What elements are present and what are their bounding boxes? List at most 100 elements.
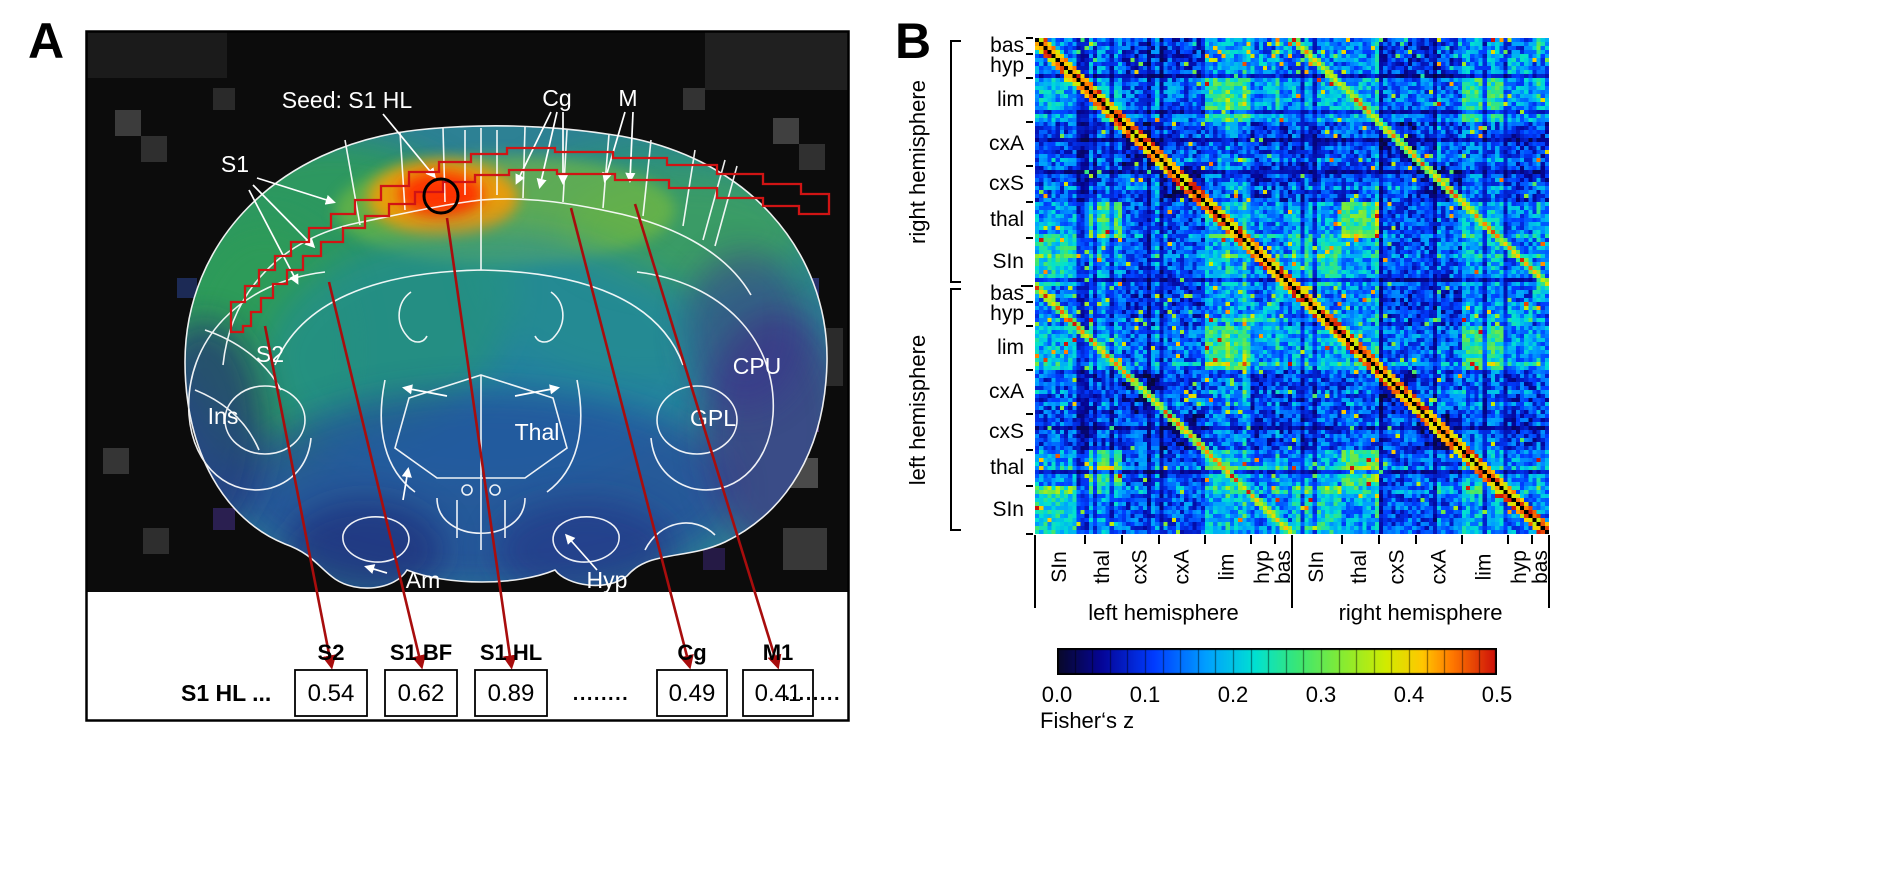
x-axis-tick	[1083, 535, 1086, 544]
hemisphere-bracket-tick	[950, 281, 961, 283]
matrix-col-group-label: cxA	[1427, 549, 1451, 585]
table-header: S1 HL	[480, 640, 542, 665]
table-ellipsis: ........	[573, 683, 629, 705]
matrix-col-group-label: cxS	[1128, 549, 1152, 585]
matrix-row-group-label: cxA	[988, 380, 1024, 403]
matrix-row-group-label: thal	[990, 456, 1024, 479]
table-value: 0.41	[755, 680, 802, 707]
y-axis-tick	[1026, 301, 1033, 303]
y-axis-tick	[1021, 285, 1033, 287]
table-cell-box	[742, 669, 814, 717]
row-hemisphere-label-text: right hemisphere	[905, 80, 930, 244]
row-hemisphere-label-text: left hemisphere	[905, 334, 931, 486]
region-labels: Seed: S1 HL Cg M S1 S2 Ins CPU GPL Thal …	[208, 85, 782, 593]
label-hyp: Hyp	[587, 567, 628, 593]
matrix-col-group-label: thal	[1091, 550, 1115, 584]
panel-b-letter: B	[895, 13, 932, 69]
colorbar-tick-label: 0.3	[1305, 682, 1337, 707]
hemisphere-separator-bar	[1291, 536, 1293, 608]
table-header: M1	[763, 640, 794, 665]
x-axis-tick	[1460, 535, 1463, 544]
label-am: Am	[406, 567, 441, 593]
hemisphere-separator-bar	[1548, 536, 1550, 608]
table-header: S2	[318, 640, 345, 665]
thal-arrow	[514, 384, 561, 397]
table-cell-box	[294, 669, 368, 717]
colorbar-tick-label: 0.1	[1129, 682, 1161, 707]
matrix-row-group-label: cxS	[988, 172, 1024, 195]
hyp-arrow	[564, 533, 598, 571]
matrix-col-group-label: thal	[1348, 550, 1372, 584]
seed-circle	[422, 177, 460, 215]
x-axis-tick	[1274, 535, 1277, 544]
table-header: S1 BF	[390, 640, 452, 665]
matrix-col-group-label-wrap: cxS	[1129, 538, 1153, 596]
matrix-row-group-label: hyp	[990, 302, 1024, 325]
s1-arrow	[248, 189, 299, 285]
x-axis-tick	[1340, 535, 1343, 544]
hemisphere-bracket-tick	[950, 288, 961, 290]
hemisphere-separator-bar	[1034, 536, 1036, 608]
matrix-col-group-label: lim	[1215, 553, 1239, 581]
label-thal: Thal	[515, 419, 560, 445]
label-m: M	[618, 85, 637, 111]
table-header: Cg	[677, 640, 706, 665]
x-axis-tick	[1531, 535, 1534, 544]
annotation-arrows	[248, 111, 636, 574]
matrix-row-group-label: lim	[997, 336, 1024, 359]
panel-a-border	[85, 30, 850, 722]
colorbar-tick-label: 0.0	[1041, 682, 1073, 707]
col-hemisphere-label: left hemisphere	[1088, 600, 1239, 625]
am-arrow	[364, 564, 388, 574]
x-axis-tick	[1158, 535, 1161, 544]
matrix-col-group-label-wrap: cxA	[1427, 538, 1451, 596]
matrix-col-group-label-wrap: lim	[1473, 538, 1497, 596]
y-axis-tick	[1026, 121, 1033, 123]
matrix-col-group-label-wrap: thal	[1348, 538, 1372, 596]
label-ins: Ins	[208, 403, 239, 429]
panel-a-letter: A	[28, 13, 65, 69]
m-arrow	[602, 111, 626, 183]
correlation-table: S2 S1 BF S1 HL Cg M1 0.54 0.62 0.89 0.49…	[181, 640, 841, 717]
correlation-arrow	[327, 281, 426, 670]
y-axis-tick	[1026, 449, 1033, 451]
matrix-row-group-label: cxA	[988, 132, 1024, 155]
y-axis-tick	[1026, 201, 1033, 203]
panel-a-brain-figure: Seed: S1 HL Cg M S1 S2 Ins CPU GPL Thal …	[85, 30, 850, 722]
y-axis-tick	[1026, 53, 1033, 55]
label-cpu: CPU	[733, 353, 782, 379]
label-seed: Seed: S1 HL	[282, 87, 413, 113]
matrix-col-group-label-wrap: cxS	[1386, 538, 1410, 596]
matrix-row-group-label: bas	[990, 282, 1024, 305]
s1-region-outline	[229, 146, 831, 334]
correlation-arrow	[569, 207, 694, 670]
correlation-arrow	[263, 325, 337, 670]
correlation-arrow	[633, 203, 782, 670]
y-axis-tick	[1026, 37, 1033, 39]
correlation-arrows	[263, 203, 782, 670]
hemisphere-bracket	[950, 40, 952, 283]
hemisphere-bracket-tick	[950, 529, 961, 531]
table-cell-box	[474, 669, 548, 717]
thal-arrow	[401, 384, 448, 397]
matrix-col-group-label-wrap: SIn	[1048, 538, 1072, 596]
hemisphere-bracket-tick	[950, 40, 961, 42]
table-value: 0.89	[488, 680, 535, 707]
label-cg: Cg	[542, 85, 571, 111]
colorbar-tick-label: 0.4	[1393, 682, 1425, 707]
matrix-col-group-label-wrap: lim	[1216, 538, 1240, 596]
x-axis-tick	[1378, 535, 1381, 544]
y-axis-tick	[1026, 485, 1033, 487]
matrix-row-group-label: cxS	[988, 420, 1024, 443]
y-axis-tick	[1026, 369, 1033, 371]
x-axis-tick	[1249, 535, 1252, 544]
matrix-col-group-label: SIn	[1047, 551, 1071, 583]
table-ellipsis: ........	[785, 683, 841, 705]
matrix-col-group-label: cxA	[1170, 549, 1194, 585]
matrix-col-group-label-wrap: SIn	[1305, 538, 1329, 596]
y-axis-tick	[1026, 413, 1033, 415]
correlation-arrow	[445, 217, 517, 670]
connectivity-matrix-canvas	[1035, 38, 1549, 534]
seed-arrow	[382, 113, 436, 179]
matrix-row-group-label: lim	[997, 88, 1024, 111]
